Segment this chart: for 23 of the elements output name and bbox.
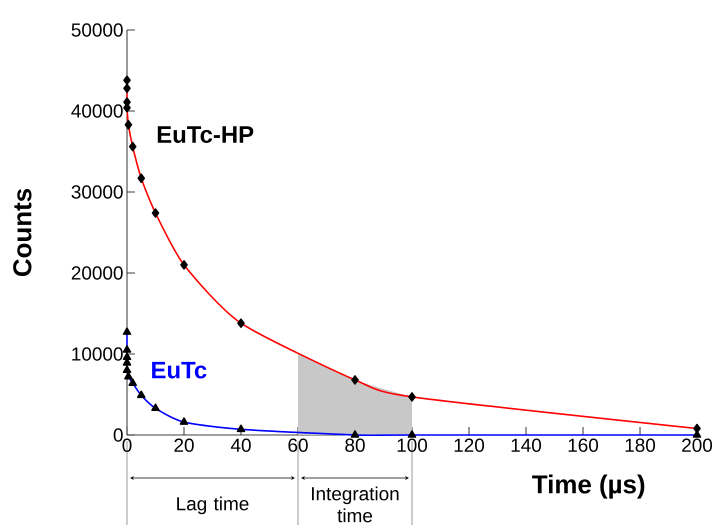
x-tick-label: 140 <box>512 438 542 452</box>
y-tick-label: 30000 <box>72 185 123 199</box>
x-tick-label: 180 <box>626 438 656 452</box>
x-tick-label: 120 <box>454 438 484 452</box>
text: Integration time <box>312 486 398 522</box>
y-tick-label: 20000 <box>72 266 123 280</box>
x-tick-label: 0 <box>122 438 132 452</box>
x-axis-title: Time (µs) <box>532 474 644 499</box>
y-tick-label: 50000 <box>72 23 123 37</box>
y-tick-label: 10000 <box>72 347 123 361</box>
x-tick-label: 200 <box>682 438 712 452</box>
x-tick-label: 100 <box>398 438 428 452</box>
series-label: EuTc-HP <box>158 126 254 143</box>
series-label: EuTc <box>152 362 207 379</box>
x-tick-label: 40 <box>230 438 251 452</box>
y-tick-label: 40000 <box>71 104 123 118</box>
y-axis-title: Counts <box>13 188 32 276</box>
x-tick-label: 60 <box>288 438 308 452</box>
x-tick-label: 20 <box>174 438 194 452</box>
x-tick-label: 160 <box>568 438 598 452</box>
x-tick-label: 80 <box>345 438 365 452</box>
text: Lag time <box>177 496 248 514</box>
y-tick-label: 0 <box>114 428 123 442</box>
